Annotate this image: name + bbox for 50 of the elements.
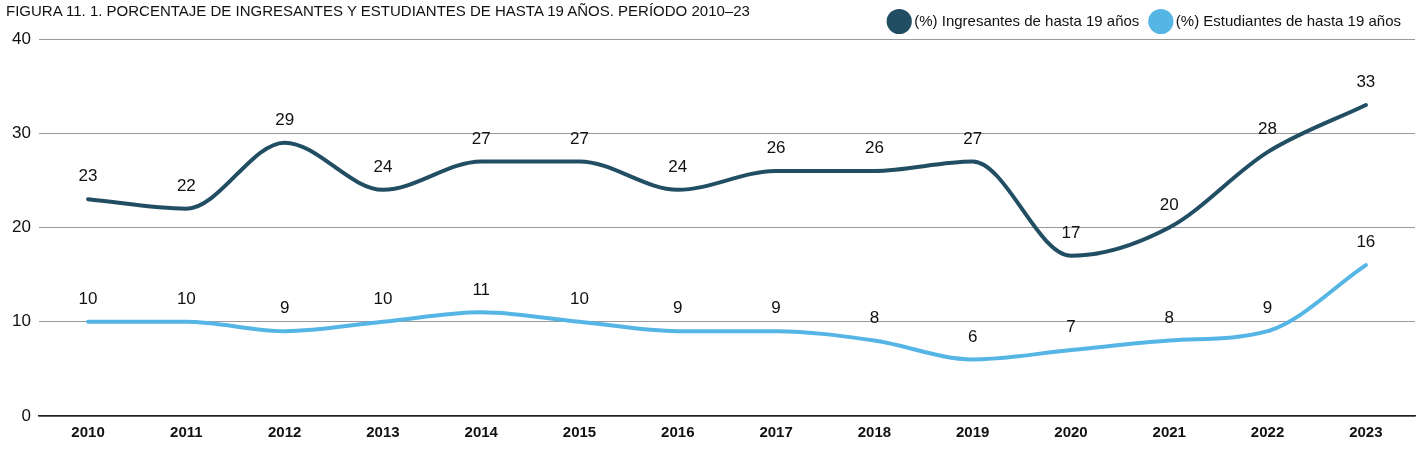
data-label: 7 bbox=[1066, 317, 1076, 337]
data-label: 29 bbox=[275, 109, 295, 129]
data-label: 8 bbox=[869, 307, 880, 327]
x-tick-label: 2013 bbox=[366, 423, 400, 441]
x-tick-label: 2022 bbox=[1250, 423, 1285, 441]
x-tick-label: 2021 bbox=[1152, 423, 1186, 441]
x-tick-label: 2010 bbox=[71, 423, 105, 441]
x-tick-label: 2015 bbox=[562, 423, 597, 441]
data-label: 16 bbox=[1356, 232, 1376, 252]
data-label: 27 bbox=[471, 128, 491, 148]
legend-label: (%) Estudiantes de hasta 19 años bbox=[1175, 11, 1401, 29]
y-tick-label: 10 bbox=[11, 311, 31, 331]
data-label: 20 bbox=[1159, 194, 1179, 214]
x-tick-label: 2018 bbox=[857, 423, 892, 441]
x-tick-label: 2023 bbox=[1349, 423, 1383, 441]
data-label: 9 bbox=[771, 298, 781, 318]
data-label: 28 bbox=[1258, 119, 1278, 139]
data-label: 11 bbox=[472, 279, 491, 299]
data-label: 9 bbox=[279, 298, 290, 318]
data-label: 10 bbox=[373, 288, 393, 308]
data-label: 10 bbox=[176, 288, 196, 308]
data-label: 27 bbox=[963, 128, 983, 148]
x-tick-label: 2014 bbox=[464, 423, 499, 441]
data-label: 33 bbox=[1356, 72, 1376, 92]
x-tick-label: 2019 bbox=[956, 423, 990, 441]
data-label: 23 bbox=[78, 166, 98, 186]
y-tick-label: 30 bbox=[11, 122, 31, 142]
data-label: 24 bbox=[668, 156, 688, 176]
data-label: 9 bbox=[1262, 298, 1273, 318]
data-label: 17 bbox=[1061, 222, 1081, 242]
x-tick-label: 2016 bbox=[661, 423, 695, 441]
y-tick-label: 0 bbox=[21, 405, 31, 425]
data-label: 10 bbox=[78, 288, 98, 308]
x-tick-label: 2020 bbox=[1054, 423, 1088, 441]
data-label: 26 bbox=[766, 138, 786, 158]
data-label: 27 bbox=[570, 128, 589, 148]
y-tick-label: 40 bbox=[11, 28, 31, 48]
chart-title: FIGURA 11. 1. PORCENTAJE DE INGRESANTES Y ESTUDIANTES DE HASTA 19 AÑOS. PERÍODO 2010–23 bbox=[6, 2, 750, 19]
x-tick-label: 2012 bbox=[267, 423, 302, 441]
data-label: 8 bbox=[1164, 307, 1174, 327]
data-label: 22 bbox=[176, 175, 196, 195]
legend-label: (%) Ingresantes de hasta 19 años bbox=[914, 11, 1140, 29]
data-label: 24 bbox=[373, 156, 393, 176]
data-label: 26 bbox=[864, 138, 884, 158]
data-label: 10 bbox=[570, 288, 589, 308]
x-tick-label: 2017 bbox=[759, 423, 793, 441]
x-tick-label: 2011 bbox=[170, 423, 203, 441]
y-tick-label: 20 bbox=[11, 217, 31, 237]
data-label: 6 bbox=[967, 326, 978, 346]
data-label: 9 bbox=[673, 298, 683, 318]
